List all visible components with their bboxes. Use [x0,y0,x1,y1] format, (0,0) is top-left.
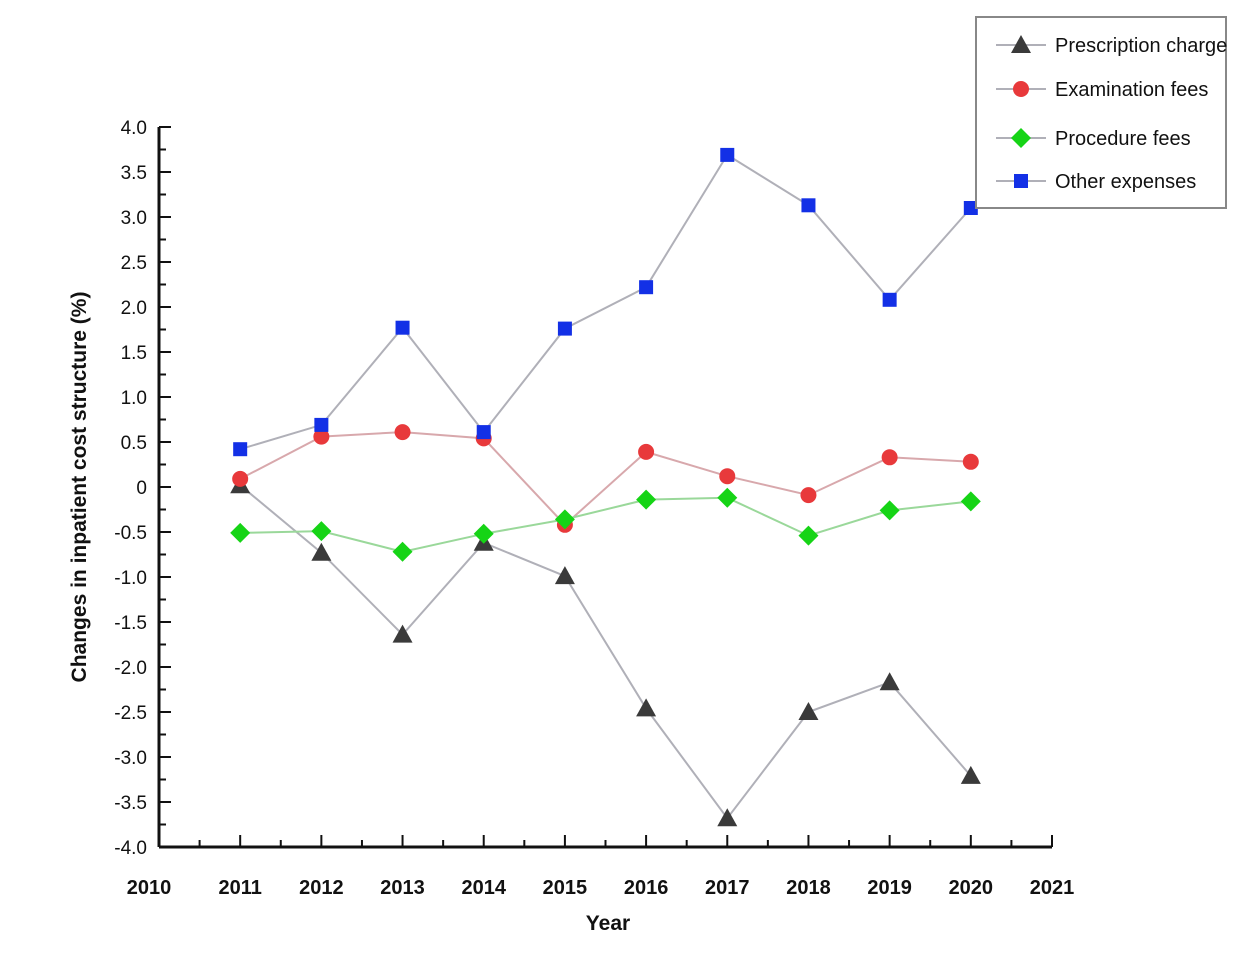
legend-label-prescription-charge: Prescription charge [1055,35,1227,57]
other-expenses-point [476,425,491,440]
x-tick-label: 2014 [461,877,506,899]
examination-fees-point [313,428,330,445]
y-tick-label: -2.0 [114,658,147,679]
prescription-charge-line [239,484,972,820]
y-tick-label: -3.5 [114,793,147,814]
x-axis-title: Year [586,912,630,935]
other-expenses-point [557,321,572,336]
y-tick-label: 0.5 [121,433,147,454]
y-tick-label: 2.0 [121,298,147,319]
prescription-charge-point [554,566,575,585]
procedure-fees-point [392,541,413,562]
x-tick-label: 2017 [705,877,750,899]
prescription-charge-point [960,765,981,784]
prescription-charge-point [392,624,413,643]
x-tick-label: 2016 [624,877,669,899]
procedure-fees-point [473,523,494,544]
y-tick-label: 4.0 [121,118,147,139]
examination-fees-point [232,470,249,487]
legend-marker-other-expenses [1014,174,1028,188]
legend-marker-examination-fees [1013,81,1029,97]
y-tick-label: 3.5 [121,163,147,184]
x-tick-label: 2012 [299,877,344,899]
y-tick-label: 1.5 [121,343,147,364]
y-tick-label: 0 [136,478,147,499]
y-tick-label: -4.0 [114,838,147,859]
y-tick-label: 1.0 [121,388,147,409]
prescription-charge-point [798,702,819,720]
examination-fees-point [800,487,817,504]
x-tick-label: 2020 [949,877,994,899]
x-tick-label: 2010 [127,877,172,899]
procedure-fees-point [230,522,251,543]
other-expenses-point [233,442,248,457]
prescription-charge-point [636,698,657,717]
other-expenses-point [314,417,329,432]
other-expenses-point [882,292,897,307]
prescription-charge-point [717,808,738,827]
y-tick-label: -2.5 [114,703,147,724]
y-tick-label: -1.5 [114,613,147,634]
y-tick-label: -1.0 [114,568,147,589]
other-expenses-line [239,153,972,451]
x-tick-label: 2013 [380,877,425,899]
examination-fees-point [881,449,898,466]
x-tick-label: 2019 [867,877,912,899]
prescription-charge-point [879,672,900,691]
procedure-fees-point [636,489,657,510]
examination-fees-line [239,431,971,527]
procedure-fees-point [717,487,738,508]
x-tick-label: 2011 [218,877,261,899]
axes: 4.0 3.5 3.0 2.5 2.0 1.5 1.0 0.5 0 -0.5 -1.0 -1.5 -2.… [114,118,1074,899]
procedure-fees-line [240,496,971,553]
other-expenses-point [639,280,654,295]
legend-label-examination-fees: Examination fees [1055,79,1208,101]
legend: Prescription charge Examination fees Proce… [975,16,1227,209]
procedure-fees-point [879,500,900,521]
examination-fees-point [719,468,736,485]
legend-marker-prescription-charge [1011,35,1031,53]
other-expenses-point [963,201,978,215]
x-tick-label: 2018 [786,877,831,899]
examination-fees-point [962,453,979,470]
y-tick-label: -0.5 [114,523,147,544]
y-tick-label: 2.5 [121,253,147,274]
procedure-fees-point [311,521,332,542]
other-expenses-point [395,320,410,335]
examination-fees-point [638,443,655,460]
procedure-fees-point [554,509,575,530]
legend-label-other-expenses: Other expenses [1055,171,1196,193]
y-tick-label: -3.0 [114,748,147,769]
y-axis-title: Changes in inpatient cost structure (%) [68,292,91,683]
legend-marker-procedure-fees [1011,128,1031,148]
series-group [230,147,981,827]
other-expenses-point [801,198,816,213]
procedure-fees-point [798,525,819,546]
x-tick-label: 2021 [1030,877,1075,899]
procedure-fees-point [960,491,981,512]
x-tick-label: 2015 [543,877,588,899]
y-tick-label: 3.0 [121,208,147,229]
prescription-charge-point [311,542,332,561]
examination-fees-point [394,424,411,441]
legend-label-procedure-fees: Procedure fees [1055,128,1191,150]
other-expenses-point [720,147,735,162]
